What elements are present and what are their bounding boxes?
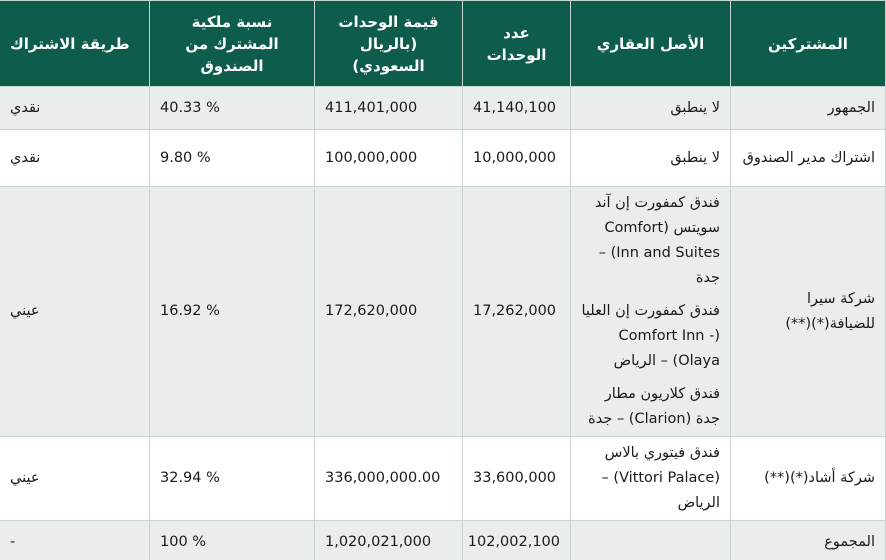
cell-total-label: المجموع xyxy=(730,520,886,560)
asset-item: فندق كلاريون مطار جدة (Clarion) – جدة xyxy=(588,386,720,427)
cell-units: 33,600,000 xyxy=(462,436,571,521)
table-row: شركة سيرا للضيافة(*)(**) فندق كمفورت إن … xyxy=(0,186,886,437)
table-body: الجمهور لا ينطبق 41,140,100 411,401,000 … xyxy=(0,86,886,560)
asset-item: فندق كمفورت إن العليا (Comfort Inn - Ola… xyxy=(581,303,720,369)
asset-item: فندق فيتوري بالاس (Vittori Palace) – الر… xyxy=(601,445,720,511)
cell-asset: فندق كمفورت إن آند سويتس (Comfort Inn an… xyxy=(570,186,731,437)
table-row: الجمهور لا ينطبق 41,140,100 411,401,000 … xyxy=(0,86,886,130)
table-row: اشتراك مدير الصندوق لا ينطبق 10,000,000 … xyxy=(0,129,886,187)
cell-ownership: % 16.92 xyxy=(149,186,315,437)
cell-subscriber: الجمهور xyxy=(730,86,886,130)
cell-subscriber: اشتراك مدير الصندوق xyxy=(730,129,886,187)
cell-subscriber: شركة سيرا للضيافة(*)(**) xyxy=(730,186,886,437)
cell-value: 100,000,000 xyxy=(314,129,463,187)
cell-units: 102,002,100 xyxy=(462,520,571,560)
cell-value: 411,401,000 xyxy=(314,86,463,130)
cell-value: 172,620,000 xyxy=(314,186,463,437)
cell-method: نقدي xyxy=(0,86,150,130)
cell-method: عيني xyxy=(0,186,150,437)
cell-method: عيني xyxy=(0,436,150,521)
header-row: المشتركين الأصل العقاري عدد الوحدات قيمة… xyxy=(0,0,886,87)
cell-asset: فندق فيتوري بالاس (Vittori Palace) – الر… xyxy=(570,436,731,521)
cell-asset: لا ينطبق xyxy=(570,129,731,187)
cell-ownership: % 100 xyxy=(149,520,315,560)
cell-ownership: % 40.33 xyxy=(149,86,315,130)
cell-method: نقدي xyxy=(0,129,150,187)
cell-asset-empty xyxy=(570,520,731,560)
table-header: المشتركين الأصل العقاري عدد الوحدات قيمة… xyxy=(0,0,886,87)
header-ownership: نسبة ملكية المشترك من الصندوق xyxy=(149,0,315,87)
table-row-total: المجموع 102,002,100 1,020,021,000 % 100 … xyxy=(0,520,886,560)
table-row: شركة أشاد(*)(**) فندق فيتوري بالاس (Vitt… xyxy=(0,436,886,521)
cell-subscriber: شركة أشاد(*)(**) xyxy=(730,436,886,521)
cell-ownership: % 32.94 xyxy=(149,436,315,521)
asset-item: فندق كمفورت إن آند سويتس (Comfort Inn an… xyxy=(594,195,720,286)
header-method: طريقة الاشتراك xyxy=(0,0,150,87)
cell-units: 41,140,100 xyxy=(462,86,571,130)
header-asset: الأصل العقاري xyxy=(570,0,731,87)
cell-value: 336,000,000.00 xyxy=(314,436,463,521)
header-subscribers: المشتركين xyxy=(730,0,886,87)
cell-units: 17,262,000 xyxy=(462,186,571,437)
cell-method: - xyxy=(0,520,150,560)
cell-units: 10,000,000 xyxy=(462,129,571,187)
header-units: عدد الوحدات xyxy=(462,0,571,87)
cell-ownership: % 9.80 xyxy=(149,129,315,187)
header-value: قيمة الوحدات (بالريال السعودي) xyxy=(314,0,463,87)
asset-item: لا ينطبق xyxy=(670,149,720,166)
cell-asset: لا ينطبق xyxy=(570,86,731,130)
asset-item: لا ينطبق xyxy=(670,99,720,116)
cell-value: 1,020,021,000 xyxy=(314,520,463,560)
